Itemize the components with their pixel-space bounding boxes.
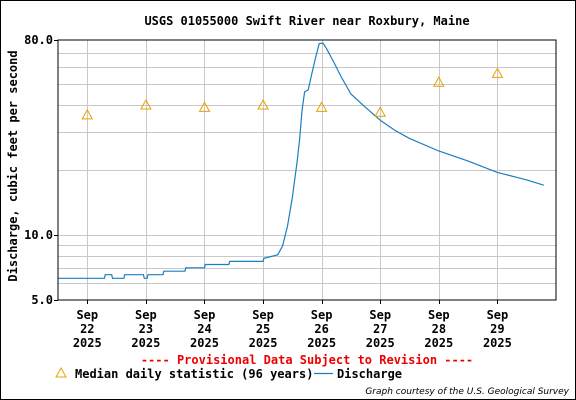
- x-tick-label: 2025: [424, 336, 453, 350]
- y-tick-labels: 80.0 10.0 5.0: [24, 33, 58, 307]
- discharge-series-line: [58, 42, 544, 279]
- series-layer: [58, 42, 544, 279]
- legend-item-median: Median daily statistic (96 years): [55, 366, 313, 381]
- legend: Median daily statistic (96 years) Discha…: [55, 366, 402, 381]
- provisional-notice: ---- Provisional Data Subject to Revisio…: [141, 353, 473, 367]
- x-tick-label: 28: [432, 322, 446, 336]
- x-tick-label: Sep: [194, 308, 216, 322]
- legend-item-discharge: Discharge: [314, 367, 402, 381]
- x-tick-label: 2025: [131, 336, 160, 350]
- chart-title: USGS 01055000 Swift River near Roxbury, …: [144, 14, 469, 28]
- x-tick-label: 25: [256, 322, 270, 336]
- x-tick-label: Sep: [487, 308, 509, 322]
- median-point-marker: [257, 98, 269, 110]
- x-tick-label: 2025: [73, 336, 102, 350]
- y-tick-label: 5.0: [31, 293, 53, 307]
- legend-median-label: Median daily statistic (96 years): [75, 367, 313, 381]
- x-tick-label: Sep: [135, 308, 157, 322]
- x-tick-label: 23: [139, 322, 153, 336]
- x-tick-label: 2025: [190, 336, 219, 350]
- median-point-marker: [432, 76, 445, 87]
- x-tick-label: 27: [373, 322, 387, 336]
- x-tick-label: Sep: [76, 308, 98, 322]
- plot-area-frame: [57, 39, 557, 301]
- legend-discharge-label: Discharge: [337, 367, 402, 381]
- x-tick-label: 2025: [483, 336, 512, 350]
- x-tick-label: Sep: [311, 308, 333, 322]
- x-tick-labels: Sep222025Sep232025Sep242025Sep252025Sep2…: [73, 300, 512, 350]
- x-tick-label: 22: [80, 322, 94, 336]
- x-tick-label: Sep: [428, 308, 450, 322]
- legend-median-triangle-icon: [55, 366, 67, 378]
- x-tick-label: 26: [314, 322, 328, 336]
- grid-lines: [58, 40, 556, 300]
- x-tick-label: Sep: [369, 308, 391, 322]
- y-tick-label: 10.0: [24, 228, 53, 242]
- median-point-marker: [140, 98, 152, 110]
- x-tick-label: 29: [490, 322, 504, 336]
- median-point-marker: [491, 67, 504, 78]
- median-point-marker: [81, 108, 94, 120]
- y-tick-label: 80.0: [24, 33, 53, 47]
- median-point-marker: [374, 106, 387, 117]
- median-point-marker: [198, 101, 211, 112]
- x-tick-label: Sep: [252, 308, 274, 322]
- y-axis-label: Discharge, cubic feet per second: [6, 50, 20, 281]
- x-tick-label: 2025: [307, 336, 336, 350]
- credit-note: Graph courtesy of the U.S. Geological Su…: [365, 387, 569, 397]
- x-tick-label: 2025: [249, 336, 278, 350]
- x-tick-label: 2025: [366, 336, 395, 350]
- median-point-marker: [315, 101, 328, 112]
- x-tick-label: 24: [197, 322, 211, 336]
